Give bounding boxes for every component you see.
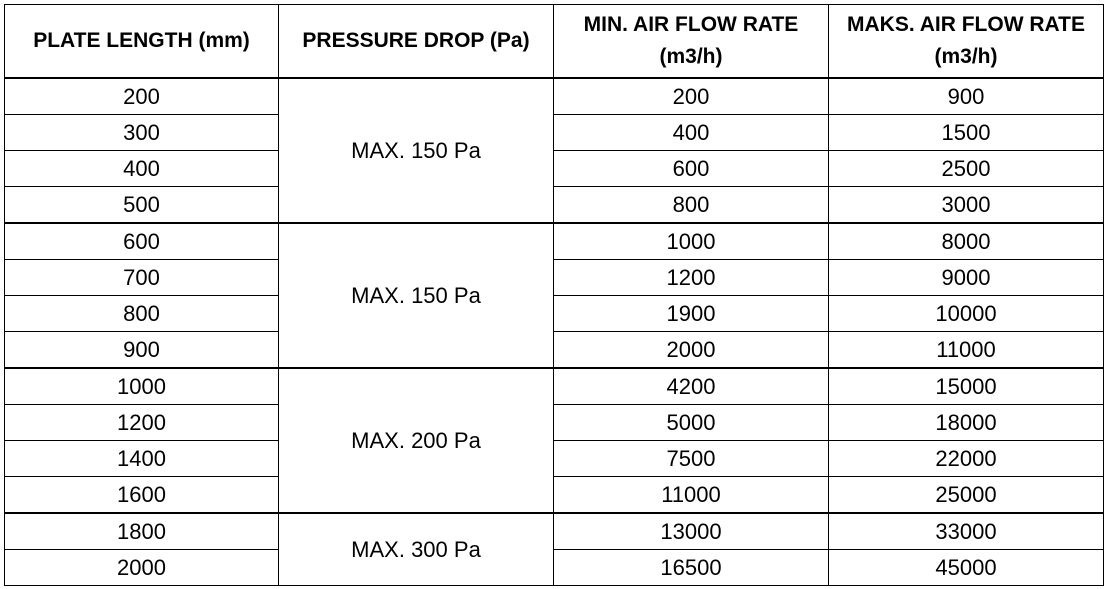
max-air-flow-cell: 11000 (828, 331, 1104, 369)
header-max-air-flow: MAKS. AIR FLOW RATE (m3/h) (828, 4, 1104, 79)
max-air-flow-cell: 2500 (828, 150, 1104, 187)
table-row: 1800 MAX. 300 Pa 13000 33000 (4, 512, 1104, 586)
plate-length-cell: 1000 (4, 367, 279, 405)
min-air-flow-cell: 7500 (553, 440, 829, 477)
plate-length-cell: 600 (4, 222, 279, 260)
min-air-flow-cell: 1900 (553, 295, 829, 332)
pressure-drop-cell: MAX. 200 Pa (278, 367, 554, 514)
table-row: 1200 5000 18000 (4, 404, 1104, 441)
min-air-flow-cell: 200 (553, 77, 829, 115)
airflow-spec-table: PLATE LENGTH (mm) PRESSURE DROP (Pa) MIN… (4, 4, 1104, 586)
plate-length-cell: 300 (4, 114, 279, 151)
header-max-air-flow-line-1: MAKS. AIR FLOW RATE (847, 13, 1085, 36)
table-row: 600 MAX. 150 Pa 1000 8000 (4, 222, 1104, 369)
plate-length-cell: 800 (4, 295, 279, 332)
max-air-flow-cell: 3000 (828, 186, 1104, 224)
header-pressure-drop-line-1: PRESSURE DROP (Pa) (302, 29, 530, 52)
max-air-flow-cell: 900 (828, 77, 1104, 115)
header-plate-length: PLATE LENGTH (mm) (4, 4, 279, 79)
max-air-flow-cell: 25000 (828, 476, 1104, 514)
min-air-flow-cell: 11000 (553, 476, 829, 514)
header-plate-length-line-1: PLATE LENGTH (mm) (33, 29, 250, 52)
min-air-flow-cell: 13000 (553, 512, 829, 550)
pressure-drop-cell: MAX. 150 Pa (278, 222, 554, 369)
plate-length-cell: 2000 (4, 549, 279, 586)
max-air-flow-cell: 9000 (828, 259, 1104, 296)
header-min-air-flow-line-1: MIN. AIR FLOW RATE (583, 13, 799, 36)
max-air-flow-cell: 22000 (828, 440, 1104, 477)
plate-length-cell: 400 (4, 150, 279, 187)
header-row: PLATE LENGTH (mm) PRESSURE DROP (Pa) MIN… (4, 4, 1104, 79)
max-air-flow-cell: 15000 (828, 367, 1104, 405)
table-row: 1600 11000 25000 (4, 476, 1104, 514)
table-row: 2000 16500 45000 (4, 549, 1104, 586)
plate-length-cell: 500 (4, 186, 279, 224)
table-row: 900 2000 11000 (4, 331, 1104, 369)
max-air-flow-cell: 8000 (828, 222, 1104, 260)
table-row: 800 1900 10000 (4, 295, 1104, 332)
min-air-flow-cell: 400 (553, 114, 829, 151)
table-row: 1400 7500 22000 (4, 440, 1104, 477)
min-air-flow-cell: 1000 (553, 222, 829, 260)
min-air-flow-cell: 2000 (553, 331, 829, 369)
max-air-flow-cell: 10000 (828, 295, 1104, 332)
max-air-flow-cell: 1500 (828, 114, 1104, 151)
min-air-flow-cell: 5000 (553, 404, 829, 441)
max-air-flow-cell: 33000 (828, 512, 1104, 550)
header-min-air-flow-line-2: (m3/h) (659, 45, 723, 68)
pressure-drop-cell: MAX. 150 Pa (278, 77, 554, 224)
table-row: 700 1200 9000 (4, 259, 1104, 296)
plate-length-cell: 200 (4, 77, 279, 115)
min-air-flow-cell: 1200 (553, 259, 829, 296)
max-air-flow-cell: 18000 (828, 404, 1104, 441)
header-max-air-flow-line-2: (m3/h) (934, 45, 998, 68)
table-row: 1000 MAX. 200 Pa 4200 15000 (4, 367, 1104, 514)
min-air-flow-cell: 16500 (553, 549, 829, 586)
plate-length-cell: 1200 (4, 404, 279, 441)
plate-length-cell: 1400 (4, 440, 279, 477)
table-row: 400 600 2500 (4, 150, 1104, 187)
min-air-flow-cell: 600 (553, 150, 829, 187)
table-row: 500 800 3000 (4, 186, 1104, 224)
table-row: 200 MAX. 150 Pa 200 900 (4, 77, 1104, 224)
plate-length-cell: 1600 (4, 476, 279, 514)
table-row: 300 400 1500 (4, 114, 1104, 151)
plate-length-cell: 1800 (4, 512, 279, 550)
header-pressure-drop: PRESSURE DROP (Pa) (278, 4, 554, 79)
min-air-flow-cell: 800 (553, 186, 829, 224)
table-body: 200 MAX. 150 Pa 200 900 300 400 1500 400 600 2500… (4, 77, 1104, 586)
min-air-flow-cell: 4200 (553, 367, 829, 405)
plate-length-cell: 700 (4, 259, 279, 296)
pressure-drop-cell: MAX. 300 Pa (278, 512, 554, 586)
header-min-air-flow: MIN. AIR FLOW RATE (m3/h) (553, 4, 829, 79)
max-air-flow-cell: 45000 (828, 549, 1104, 586)
plate-length-cell: 900 (4, 331, 279, 369)
